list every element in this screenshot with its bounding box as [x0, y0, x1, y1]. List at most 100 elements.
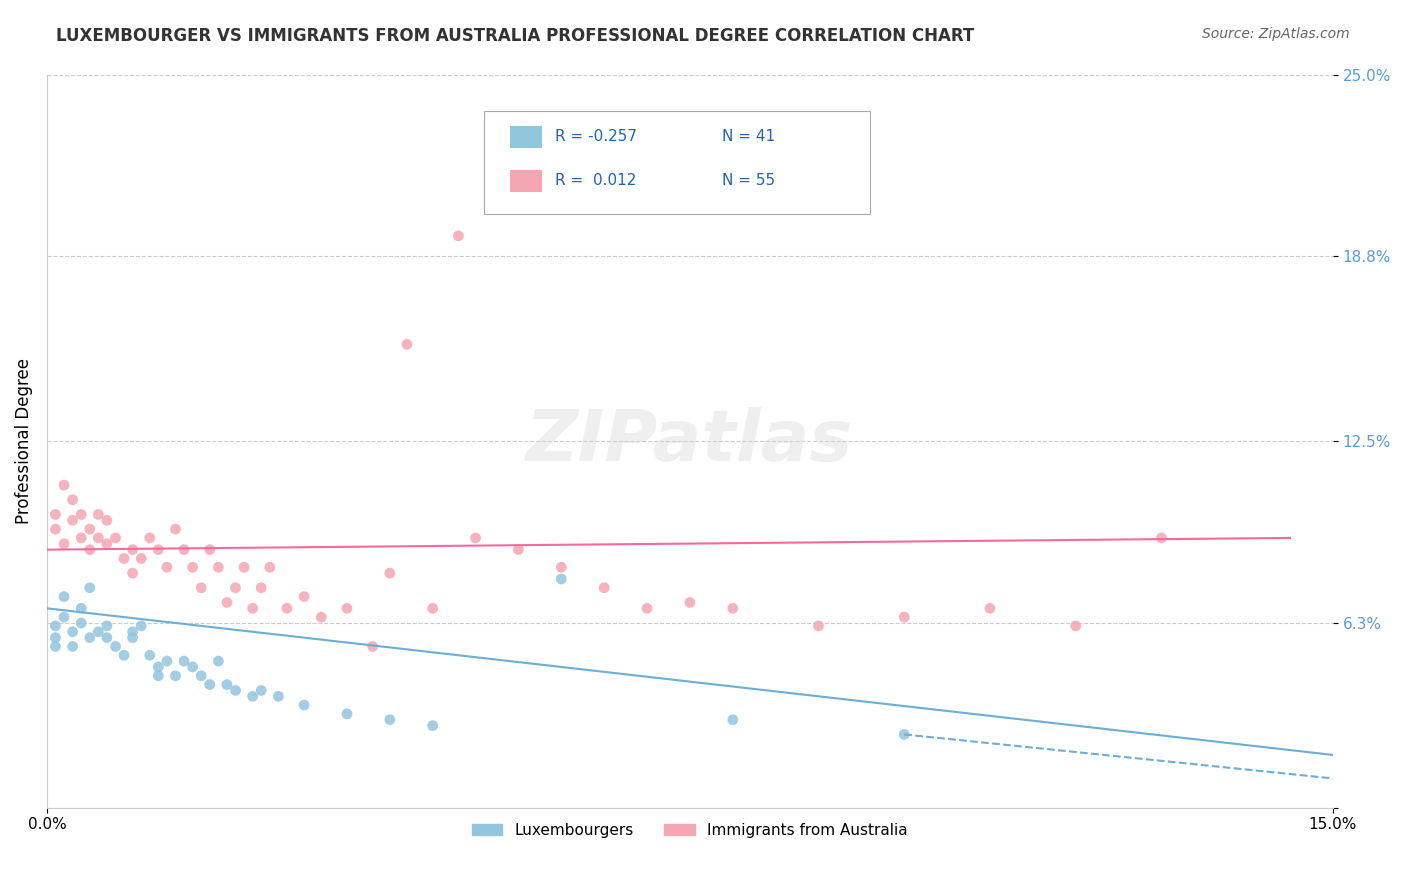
Point: [395, 337, 418, 351]
Point: [121, 566, 143, 581]
Point: [224, 581, 246, 595]
Point: [96, 513, 118, 527]
Text: Source: ZipAtlas.com: Source: ZipAtlas.com: [1202, 27, 1350, 41]
Point: [79, 581, 101, 595]
Text: R = -0.257: R = -0.257: [555, 129, 637, 145]
Point: [807, 619, 830, 633]
Point: [62, 640, 84, 654]
Point: [207, 560, 229, 574]
Point: [165, 669, 187, 683]
Point: [1064, 619, 1087, 633]
Point: [148, 542, 170, 557]
Point: [148, 660, 170, 674]
Point: [508, 542, 530, 557]
Point: [267, 690, 290, 704]
Point: [53, 610, 76, 624]
Point: [70, 508, 93, 522]
Point: [224, 683, 246, 698]
Point: [378, 566, 401, 581]
Point: [44, 522, 66, 536]
Point: [87, 531, 110, 545]
Point: [129, 619, 152, 633]
Point: [104, 640, 127, 654]
Point: [250, 581, 273, 595]
Point: [422, 718, 444, 732]
Point: [79, 631, 101, 645]
Point: [550, 572, 572, 586]
Point: [44, 631, 66, 645]
Point: [215, 595, 238, 609]
Point: [979, 601, 1001, 615]
FancyBboxPatch shape: [484, 112, 870, 214]
Point: [121, 631, 143, 645]
Point: [292, 590, 315, 604]
Point: [62, 624, 84, 639]
Point: [53, 478, 76, 492]
Point: [62, 492, 84, 507]
Point: [173, 542, 195, 557]
FancyBboxPatch shape: [510, 126, 541, 148]
Point: [79, 542, 101, 557]
Point: [679, 595, 702, 609]
Point: [112, 551, 135, 566]
Point: [215, 677, 238, 691]
Point: [336, 706, 359, 721]
Point: [309, 610, 332, 624]
Point: [165, 522, 187, 536]
Point: [636, 601, 658, 615]
Text: LUXEMBOURGER VS IMMIGRANTS FROM AUSTRALIA PROFESSIONAL DEGREE CORRELATION CHART: LUXEMBOURGER VS IMMIGRANTS FROM AUSTRALI…: [56, 27, 974, 45]
Point: [112, 648, 135, 663]
Point: [44, 640, 66, 654]
Text: R =  0.012: R = 0.012: [555, 173, 637, 188]
Point: [70, 615, 93, 630]
Text: N = 41: N = 41: [723, 129, 775, 145]
Point: [207, 654, 229, 668]
Point: [593, 581, 616, 595]
Point: [721, 601, 744, 615]
Text: ZIPatlas: ZIPatlas: [526, 407, 853, 475]
Point: [292, 698, 315, 712]
Point: [70, 601, 93, 615]
Y-axis label: Professional Degree: Professional Degree: [15, 358, 32, 524]
Point: [139, 648, 162, 663]
Point: [550, 560, 572, 574]
Point: [422, 601, 444, 615]
Point: [121, 624, 143, 639]
Point: [447, 228, 470, 243]
Point: [62, 513, 84, 527]
Point: [242, 690, 264, 704]
Point: [173, 654, 195, 668]
Point: [233, 560, 256, 574]
Point: [893, 727, 915, 741]
Point: [44, 508, 66, 522]
Point: [96, 537, 118, 551]
Point: [96, 619, 118, 633]
Point: [129, 551, 152, 566]
Point: [721, 713, 744, 727]
Point: [276, 601, 298, 615]
Point: [190, 581, 212, 595]
Point: [53, 537, 76, 551]
Point: [79, 522, 101, 536]
FancyBboxPatch shape: [510, 169, 541, 192]
Legend: Luxembourgers, Immigrants from Australia: Luxembourgers, Immigrants from Australia: [465, 817, 914, 844]
Point: [181, 560, 204, 574]
Point: [259, 560, 281, 574]
Point: [336, 601, 359, 615]
Point: [104, 531, 127, 545]
Point: [96, 631, 118, 645]
Point: [121, 542, 143, 557]
Point: [198, 677, 221, 691]
Point: [464, 531, 486, 545]
Point: [139, 531, 162, 545]
Point: [250, 683, 273, 698]
Point: [44, 619, 66, 633]
Point: [70, 531, 93, 545]
Point: [361, 640, 384, 654]
Point: [87, 624, 110, 639]
Point: [1150, 531, 1173, 545]
Point: [378, 713, 401, 727]
Point: [53, 590, 76, 604]
Point: [242, 601, 264, 615]
Point: [190, 669, 212, 683]
